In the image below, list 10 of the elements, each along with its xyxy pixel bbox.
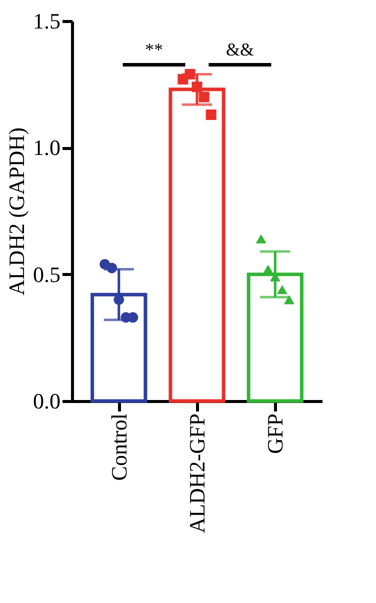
y-tick-label: 0.5 [33,262,60,287]
x-tick-label: Control [106,414,132,481]
y-tick-label: 1.0 [33,135,60,160]
y-tick-label: 1.5 [33,8,60,34]
annotation: && [226,40,254,60]
x-tick-label: GFP [262,414,288,454]
y-axis-title: ALDH2 (GAPDH) [4,127,29,296]
x-tick-label: ALDH2-GFP [184,414,210,534]
annotation: ** [145,40,164,60]
y-tick-label: 0.0 [33,388,60,414]
